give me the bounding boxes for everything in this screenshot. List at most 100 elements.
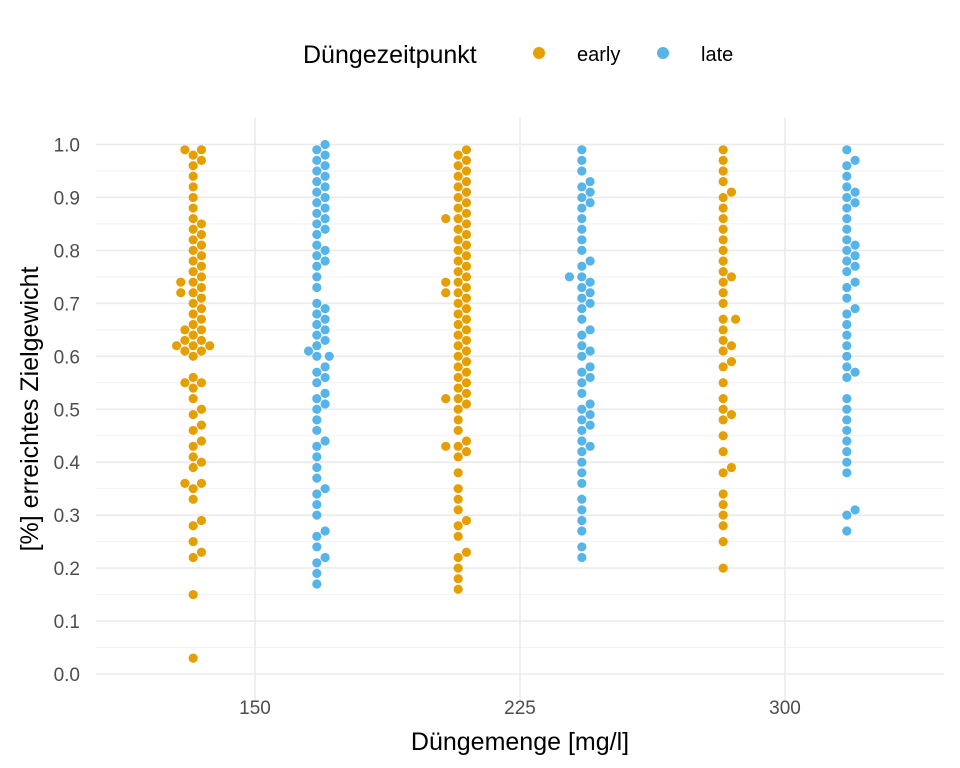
data-point-late — [312, 187, 322, 197]
data-point-late — [312, 510, 322, 520]
data-point-late — [320, 150, 330, 160]
data-point-late — [842, 161, 852, 171]
legend-marker-early — [533, 47, 545, 59]
data-point-early — [196, 272, 207, 282]
data-point-late — [577, 203, 587, 213]
data-point-early — [726, 187, 737, 197]
data-point-early — [718, 314, 728, 324]
data-point-early — [453, 584, 463, 594]
data-point-late — [842, 319, 852, 330]
data-point-late — [842, 351, 852, 361]
data-point-late — [312, 155, 322, 165]
data-point-late — [842, 171, 852, 181]
data-point-late — [320, 526, 330, 536]
data-point-late — [577, 330, 587, 340]
data-point-late — [312, 531, 322, 541]
data-point-early — [453, 552, 463, 563]
data-point-late — [312, 240, 322, 250]
data-point-early — [718, 563, 728, 573]
data-point-late — [564, 272, 575, 282]
data-point-early — [726, 462, 737, 473]
data-point-late — [320, 484, 330, 494]
data-point-late — [320, 372, 330, 383]
data-point-late — [585, 372, 595, 383]
data-point-early — [196, 145, 207, 155]
data-point-early — [461, 198, 472, 208]
y-tick-label: 0.5 — [54, 400, 80, 421]
data-point-late — [577, 415, 587, 425]
data-point-early — [453, 182, 463, 192]
y-tick-label: 0.0 — [54, 665, 80, 686]
data-point-early — [718, 346, 728, 356]
data-point-early — [196, 420, 207, 430]
data-point-early — [718, 266, 728, 277]
data-point-early — [188, 452, 198, 462]
data-point-early — [461, 357, 472, 367]
data-point-early — [461, 399, 472, 409]
data-point-early — [718, 192, 728, 203]
data-point-early — [441, 441, 451, 451]
data-point-early — [196, 325, 207, 335]
data-point-late — [312, 272, 322, 282]
data-point-early — [453, 521, 463, 531]
data-point-early — [453, 383, 463, 393]
data-point-early — [188, 203, 198, 213]
data-point-early — [718, 235, 728, 245]
data-point-early — [188, 341, 198, 351]
data-point-early — [180, 335, 190, 346]
legend-label-late: late — [701, 44, 733, 66]
data-point-late — [312, 404, 322, 414]
data-point-early — [461, 304, 472, 314]
data-point-late — [312, 251, 322, 261]
data-point-early — [453, 150, 463, 160]
data-point-late — [577, 245, 587, 255]
data-point-early — [188, 372, 198, 383]
data-point-early — [461, 447, 472, 457]
data-point-late — [842, 394, 852, 404]
data-point-late — [842, 341, 852, 351]
x-axis-title: Düngemenge [mg/l] — [411, 728, 629, 756]
data-point-early — [718, 537, 728, 547]
data-point-early — [188, 214, 198, 224]
data-point-late — [577, 314, 587, 324]
y-tick-label: 0.3 — [54, 506, 80, 527]
data-point-early — [726, 341, 737, 351]
axis-layer: 0.0 0.1 0.2 0.3 0.4 0.5 0.6 0.7 0.8 0.9 1.0 150 225 3… — [54, 136, 801, 720]
data-point-early — [188, 394, 198, 404]
data-point-late — [312, 489, 322, 499]
data-point-early — [453, 288, 463, 298]
data-point-early — [718, 489, 728, 499]
data-point-late — [842, 330, 852, 340]
data-point-early — [176, 288, 186, 298]
data-point-early — [188, 298, 198, 308]
data-point-late — [842, 447, 852, 457]
data-point-early — [453, 203, 463, 213]
data-point-late — [312, 558, 322, 568]
data-point-early — [188, 171, 198, 181]
data-point-early — [176, 277, 186, 287]
data-point-late — [577, 341, 587, 351]
data-point-early — [730, 314, 741, 324]
data-point-early — [461, 219, 472, 229]
data-point-late — [320, 161, 330, 171]
data-point-early — [196, 478, 207, 488]
data-point-early — [461, 293, 472, 303]
data-point-early — [718, 155, 728, 165]
data-point-late — [842, 436, 852, 446]
data-point-late — [585, 298, 595, 308]
data-point-late — [312, 367, 322, 377]
data-point-late — [577, 293, 587, 303]
data-point-early — [718, 499, 728, 510]
data-point-early — [188, 182, 198, 192]
data-point-late — [842, 192, 852, 203]
data-point-late — [577, 468, 587, 478]
data-point-early — [453, 484, 463, 494]
data-point-late — [850, 261, 860, 271]
data-point-late — [312, 378, 322, 388]
data-point-late — [577, 447, 587, 457]
data-point-late — [320, 399, 330, 409]
data-point-early — [461, 176, 472, 187]
data-point-early — [196, 378, 207, 388]
